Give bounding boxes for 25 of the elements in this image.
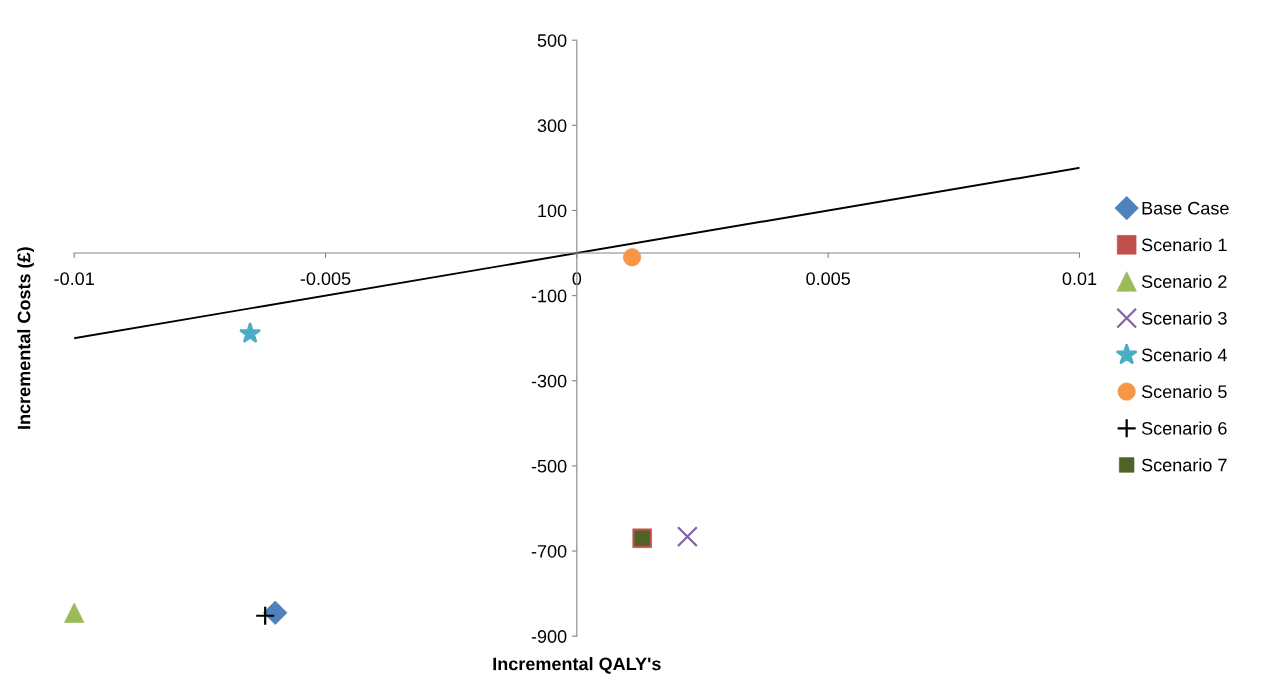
legend-label: Scenario 2 [1141,274,1227,288]
y-tick-label: 300 [537,119,567,133]
legend-label: Scenario 3 [1141,311,1227,325]
y-tick-label: 500 [537,34,567,47]
legend-label: Scenario 4 [1141,348,1227,362]
point [239,321,262,344]
y-tick-label: -700 [531,544,567,558]
y-tick-label: -100 [531,289,567,303]
x-tick-label: 0.005 [806,272,850,286]
y-tick-label: 100 [538,204,567,218]
x-tick-label: -0.005 [300,272,351,286]
y-tick-label: -300 [531,374,567,388]
point [676,526,698,548]
legend-label: Scenario 5 [1141,384,1227,399]
x-tick-label: -0.01 [54,272,94,286]
legend-label: Scenario 6 [1141,421,1227,435]
legend-label: Scenario 1 [1141,238,1227,252]
x-tick-label: 0 [572,272,582,286]
legend-label: Scenario 7 [1141,458,1227,472]
y-tick-label: -500 [531,459,567,473]
y-tick-label: -900 [531,630,567,643]
legend-label: Base Case [1142,201,1229,215]
x-axis-title: Incremental QALY's [493,657,661,674]
y-axis-title: Incremental Costs (£) [17,247,34,429]
x-tick-label: 0.01 [1062,272,1097,286]
